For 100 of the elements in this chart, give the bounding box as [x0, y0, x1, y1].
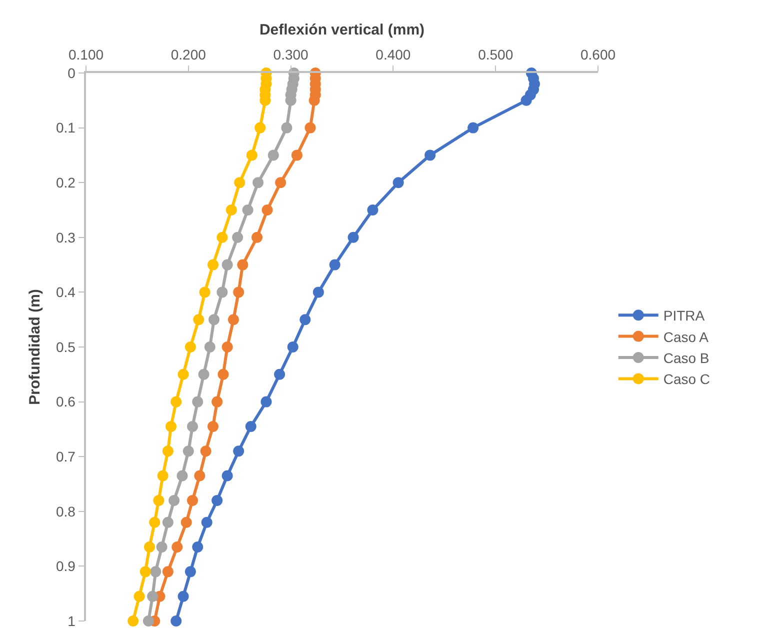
point	[392, 177, 404, 188]
legend-label: Caso C	[663, 371, 710, 388]
point	[274, 368, 286, 380]
point	[234, 177, 246, 188]
point	[216, 232, 228, 243]
y-tick-label: 0.4	[56, 284, 76, 300]
y-tick-label: 0.2	[56, 174, 76, 190]
x-tick-label: 0.400	[376, 46, 411, 63]
point	[300, 314, 311, 326]
point	[228, 314, 239, 326]
point	[304, 122, 316, 134]
point	[198, 368, 210, 380]
point	[252, 177, 264, 188]
y-axis-title: Profundidad (m)	[26, 289, 44, 405]
point	[168, 494, 180, 506]
point	[520, 94, 532, 106]
point	[242, 204, 254, 216]
point	[218, 368, 229, 380]
point	[199, 286, 210, 298]
point	[200, 446, 212, 457]
point	[150, 566, 162, 578]
point	[194, 470, 206, 482]
x-tick-label: 0.600	[580, 46, 616, 63]
point	[212, 396, 223, 408]
point	[252, 232, 263, 243]
point	[176, 470, 188, 482]
point	[172, 542, 183, 553]
point	[254, 122, 266, 134]
y-tick-label: 0.1	[56, 120, 76, 136]
point	[246, 150, 258, 161]
point	[207, 259, 218, 270]
point	[192, 542, 204, 553]
x-tick-label: 0.300	[273, 46, 309, 63]
point	[262, 204, 273, 216]
point	[222, 342, 233, 352]
point	[178, 590, 189, 602]
point	[144, 542, 155, 553]
point	[184, 566, 196, 578]
x-tick-label: 0.500	[478, 46, 514, 63]
point	[182, 446, 194, 457]
point	[147, 590, 158, 602]
x-tick-label: 0.200	[170, 46, 206, 63]
point	[134, 590, 145, 602]
point	[245, 420, 256, 432]
point	[170, 616, 182, 626]
point	[260, 396, 272, 408]
point	[193, 314, 204, 326]
point	[329, 259, 340, 270]
legend-label: Caso A	[663, 328, 710, 345]
point	[156, 542, 168, 553]
y-tick-label: 0.8	[56, 503, 76, 520]
point	[233, 286, 244, 298]
point	[184, 342, 196, 352]
point	[157, 470, 168, 482]
point	[287, 342, 298, 352]
point	[312, 286, 324, 298]
point	[281, 122, 292, 134]
point	[162, 446, 174, 457]
point	[204, 342, 216, 352]
point	[153, 494, 164, 506]
point	[192, 396, 204, 408]
y-tick-label: 1	[68, 612, 76, 629]
point	[222, 259, 233, 270]
point	[424, 150, 436, 161]
y-tick-label: 0.5	[56, 338, 76, 355]
legend-label: PITRA	[663, 308, 706, 324]
point	[233, 446, 244, 457]
y-tick-label: 0	[68, 64, 76, 81]
point	[232, 232, 244, 243]
point	[468, 122, 479, 134]
y-tick-label: 0.6	[56, 394, 76, 410]
point	[226, 204, 237, 216]
point	[142, 616, 154, 626]
point	[128, 616, 139, 626]
point	[237, 259, 248, 270]
point	[348, 232, 359, 243]
point	[187, 420, 198, 432]
point	[207, 420, 218, 432]
point	[367, 204, 378, 216]
y-tick-label: 0.9	[56, 558, 76, 574]
point	[178, 368, 189, 380]
point	[216, 286, 228, 298]
legend-label: Caso B	[663, 350, 710, 366]
point	[149, 516, 160, 528]
point	[291, 150, 302, 161]
point	[201, 516, 212, 528]
point	[180, 516, 192, 528]
x-tick-label: 0.100	[68, 46, 104, 63]
point	[222, 470, 233, 482]
point	[170, 396, 182, 408]
y-tick-label: 0.3	[56, 229, 76, 246]
point	[162, 566, 174, 578]
point	[212, 494, 223, 506]
point	[165, 420, 176, 432]
x-axis-title: Deflexión vertical (mm)	[259, 21, 425, 38]
point	[140, 566, 151, 578]
point	[162, 516, 174, 528]
point	[275, 177, 286, 188]
point	[187, 494, 198, 506]
point	[268, 150, 279, 161]
